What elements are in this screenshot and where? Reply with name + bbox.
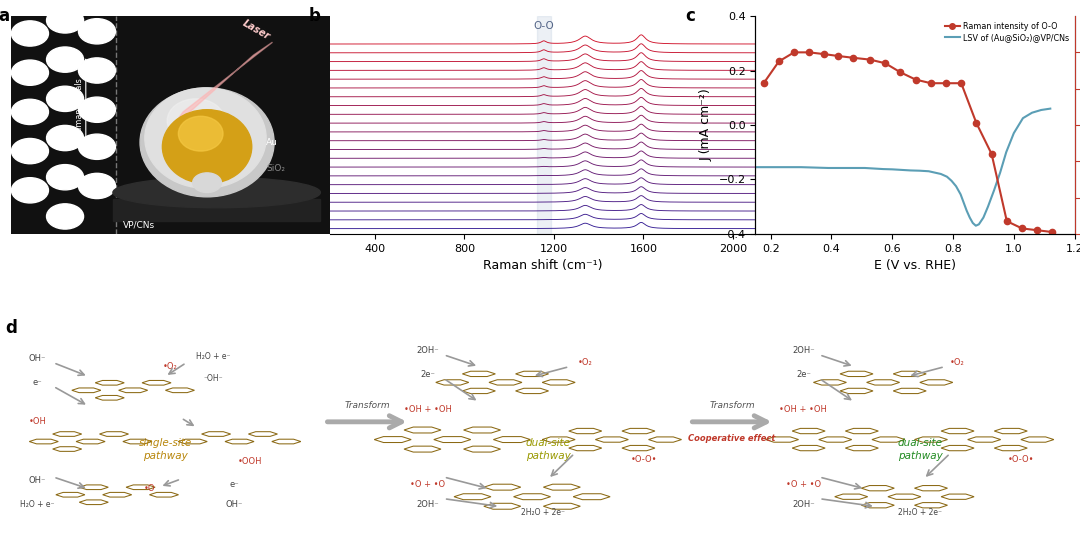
Text: 2OH⁻: 2OH⁻ [417, 500, 440, 509]
Text: Cooperative effect: Cooperative effect [688, 434, 775, 443]
Text: 0CV: 0CV [759, 226, 770, 231]
Text: OH⁻: OH⁻ [226, 500, 243, 509]
Circle shape [12, 21, 49, 46]
Text: a: a [0, 7, 9, 25]
Circle shape [12, 60, 49, 85]
Polygon shape [171, 42, 272, 129]
Text: dual-site
pathway: dual-site pathway [526, 438, 570, 461]
Text: 0.977: 0.977 [759, 182, 774, 187]
Text: 2OH⁻: 2OH⁻ [792, 500, 814, 509]
Text: 2OH⁻: 2OH⁻ [417, 346, 440, 355]
Circle shape [79, 19, 116, 44]
Ellipse shape [140, 88, 274, 197]
Polygon shape [113, 199, 321, 221]
Text: OH⁻: OH⁻ [29, 354, 46, 363]
Text: b: b [309, 7, 321, 25]
Bar [537, 16, 551, 234]
X-axis label: E (V vs. RHE): E (V vs. RHE) [874, 259, 956, 272]
Text: ⁻OH⁻: ⁻OH⁻ [203, 374, 222, 383]
Text: 1.077: 1.077 [759, 200, 774, 204]
Text: 1.127: 1.127 [759, 209, 774, 213]
Ellipse shape [167, 99, 225, 142]
Text: e⁻: e⁻ [32, 378, 42, 387]
Circle shape [12, 139, 49, 164]
Ellipse shape [145, 88, 266, 188]
Ellipse shape [162, 110, 252, 184]
Text: 0.677: 0.677 [759, 129, 774, 134]
Ellipse shape [192, 173, 221, 193]
Text: 1.177: 1.177 [759, 217, 774, 222]
Text: •O + •O: •O + •O [786, 480, 821, 490]
Text: 0.327: 0.327 [759, 68, 774, 73]
Text: VP/CNs: VP/CNs [122, 220, 154, 230]
Text: 0.777: 0.777 [759, 147, 774, 152]
Text: single-site
pathway: single-site pathway [138, 438, 191, 461]
Circle shape [46, 204, 83, 229]
X-axis label: Raman shift (cm⁻¹): Raman shift (cm⁻¹) [483, 259, 603, 272]
Text: 2H₂O + 2e⁻: 2H₂O + 2e⁻ [899, 508, 943, 517]
Text: 0.927: 0.927 [759, 173, 774, 178]
Text: OH⁻: OH⁻ [29, 477, 46, 485]
Text: 2e⁻: 2e⁻ [420, 370, 435, 379]
Text: 0.577: 0.577 [759, 112, 774, 117]
Text: SiO₂: SiO₂ [266, 164, 285, 173]
Circle shape [46, 165, 83, 190]
Circle shape [46, 125, 83, 151]
Text: 0.377: 0.377 [759, 77, 774, 81]
Text: 0.727: 0.727 [759, 138, 774, 143]
Text: E (V vs. RHE): E (V vs. RHE) [760, 109, 769, 159]
Circle shape [79, 173, 116, 198]
Text: Raman signals: Raman signals [75, 78, 84, 137]
Text: Transform: Transform [710, 401, 755, 410]
Circle shape [46, 86, 83, 111]
Ellipse shape [113, 177, 321, 208]
Text: d: d [5, 319, 17, 338]
Text: •O + •O: •O + •O [410, 480, 445, 490]
Text: 0.227: 0.227 [759, 50, 774, 55]
Text: •OOH: •OOH [238, 457, 262, 466]
Circle shape [12, 178, 49, 203]
Text: Transform: Transform [345, 401, 390, 410]
Text: H₂O + e⁻: H₂O + e⁻ [21, 500, 55, 509]
Text: 0.422: 0.422 [759, 86, 774, 90]
Text: •OH + •OH: •OH + •OH [780, 406, 827, 415]
Legend: Raman intensity of O-O, LSV of (Au@SiO₂)@VP/CNs: Raman intensity of O-O, LSV of (Au@SiO₂)… [944, 20, 1070, 44]
Text: 0.472: 0.472 [759, 94, 774, 99]
Text: 0.827: 0.827 [759, 156, 774, 160]
Text: •O: •O [144, 484, 154, 493]
Y-axis label: J (mA cm⁻²): J (mA cm⁻²) [700, 89, 713, 162]
Text: 1.027: 1.027 [759, 191, 774, 196]
Text: •O₂: •O₂ [578, 358, 593, 367]
Circle shape [79, 58, 116, 83]
Text: 0.277: 0.277 [759, 59, 774, 64]
Circle shape [46, 47, 83, 72]
Text: H₂O + e⁻: H₂O + e⁻ [195, 352, 230, 361]
Text: •OH + •OH: •OH + •OH [404, 406, 451, 415]
Text: 2OH⁻: 2OH⁻ [792, 346, 814, 355]
Text: •O₂: •O₂ [163, 362, 178, 371]
Text: e⁻: e⁻ [229, 480, 239, 490]
Ellipse shape [178, 116, 224, 151]
Circle shape [79, 97, 116, 123]
Text: c: c [685, 7, 696, 25]
Text: dual-site
pathway: dual-site pathway [897, 438, 943, 461]
Text: •O-O•: •O-O• [631, 455, 657, 464]
Text: Laser: Laser [241, 19, 271, 42]
Text: 0.627: 0.627 [759, 120, 774, 126]
Circle shape [12, 100, 49, 125]
Text: 2H₂O + 2e⁻: 2H₂O + 2e⁻ [521, 508, 565, 517]
Text: •O₂: •O₂ [950, 358, 964, 367]
Text: •O-O•: •O-O• [1008, 455, 1035, 464]
Text: 2e⁻: 2e⁻ [796, 370, 811, 379]
Text: O-O: O-O [534, 21, 554, 31]
Text: •OH: •OH [28, 417, 46, 426]
Text: Au: Au [266, 138, 278, 147]
Text: 0.177: 0.177 [759, 41, 774, 47]
Circle shape [46, 8, 83, 33]
Circle shape [79, 134, 116, 159]
Text: 0.527: 0.527 [759, 103, 774, 108]
Text: 0.877: 0.877 [759, 164, 774, 170]
